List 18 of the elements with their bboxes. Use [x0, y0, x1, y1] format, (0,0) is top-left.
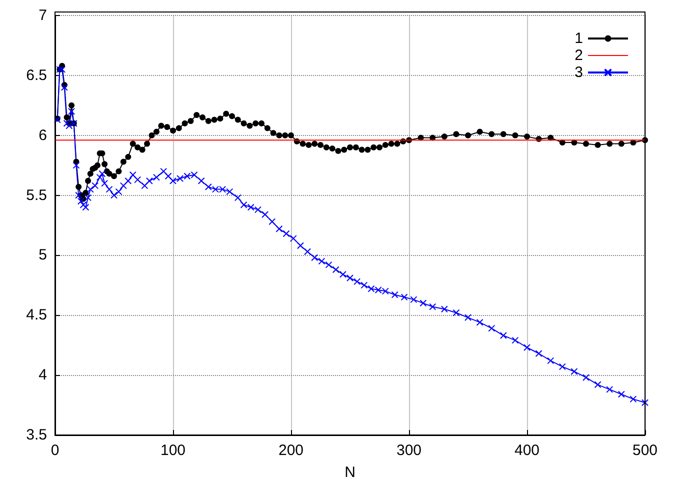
x-tick-label: 0 — [50, 442, 60, 459]
x-axis-title: N — [344, 464, 356, 481]
y-tick-label: 6.5 — [26, 66, 47, 84]
legend-label: 3 — [574, 64, 583, 81]
x-tick-label: 400 — [514, 442, 540, 459]
y-tick-label: 7 — [38, 7, 47, 24]
x-tick-label: 100 — [160, 442, 186, 459]
x-tick-label: 300 — [396, 442, 422, 459]
y-tick-label: 4.5 — [26, 306, 47, 324]
y-tick-label: 4 — [38, 366, 47, 384]
y-tick-label: 6 — [38, 126, 47, 144]
y-tick-label: 5 — [38, 246, 47, 264]
y-tick-label: 3.5 — [26, 426, 47, 444]
y-tick-label: 5.5 — [26, 186, 47, 204]
x-tick-label: 200 — [278, 442, 304, 459]
legend-label: 2 — [574, 47, 583, 64]
legend-label: 1 — [574, 30, 583, 47]
x-tick-label: 500 — [632, 442, 658, 459]
